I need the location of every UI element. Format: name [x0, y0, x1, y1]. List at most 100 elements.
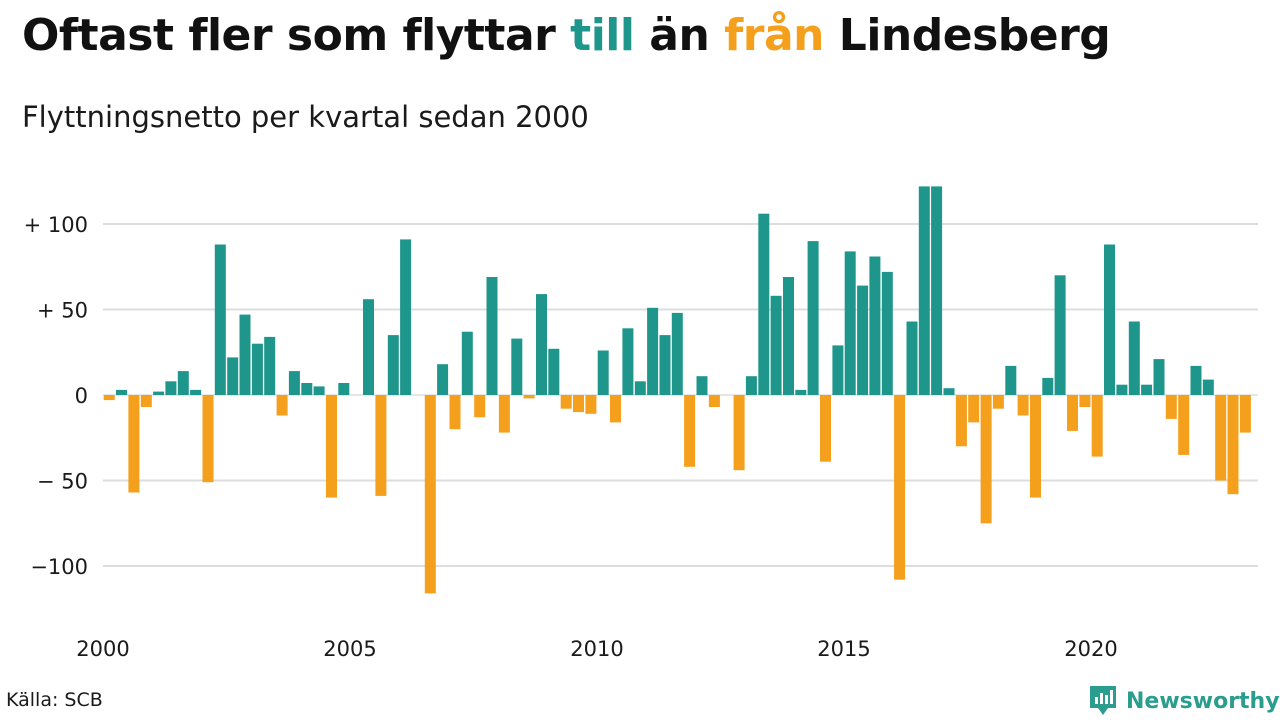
bar — [894, 395, 906, 580]
title-highlight-fran: från — [724, 10, 824, 61]
bar — [498, 395, 510, 433]
bar — [1178, 395, 1190, 455]
bar — [1215, 395, 1227, 481]
bar — [684, 395, 696, 467]
bar — [955, 395, 967, 447]
title-highlight-till: till — [570, 10, 635, 61]
bar — [227, 357, 239, 395]
bar — [1030, 395, 1041, 498]
bar — [696, 376, 708, 395]
bar — [585, 395, 597, 414]
bar — [165, 381, 177, 395]
brand-name: Newsworthy — [1126, 688, 1280, 714]
y-tick-label: 0 — [75, 384, 88, 408]
bar — [573, 395, 584, 413]
bar — [140, 395, 152, 407]
bar — [1141, 384, 1153, 395]
bar — [1091, 395, 1103, 457]
bar — [128, 395, 140, 493]
chart-title: Oftast fler som flyttar till än från Lin… — [22, 10, 1111, 61]
bar — [832, 345, 844, 395]
bar — [671, 312, 683, 395]
bar — [1202, 379, 1214, 395]
bar — [931, 186, 943, 395]
bar — [1116, 384, 1128, 395]
bar — [190, 389, 202, 395]
source-label: Källa: SCB — [6, 689, 103, 711]
bar — [1239, 395, 1251, 433]
bar — [424, 395, 436, 594]
bar — [610, 395, 621, 423]
bar — [1017, 395, 1029, 416]
bar — [980, 395, 992, 524]
title-part-2: än — [634, 10, 725, 61]
bar — [857, 285, 869, 395]
bar — [363, 299, 374, 395]
bar — [103, 395, 115, 401]
bar — [1005, 365, 1017, 395]
bar — [116, 389, 127, 395]
bar — [437, 364, 449, 395]
chart-subtitle: Flyttningsnetto per kvartal sedan 2000 — [22, 100, 589, 134]
bar — [560, 395, 572, 409]
bar — [992, 395, 1004, 409]
bar — [1128, 321, 1140, 395]
bar — [597, 350, 609, 395]
bar — [745, 376, 757, 395]
bar — [251, 343, 263, 395]
bar — [387, 335, 399, 395]
bar — [1067, 395, 1078, 431]
bar — [338, 383, 350, 395]
bar — [770, 295, 782, 395]
bar — [264, 336, 276, 395]
bar — [1165, 395, 1177, 419]
bar — [634, 381, 646, 395]
bar — [659, 335, 671, 395]
bar — [1104, 244, 1115, 395]
title-part-1: Oftast fler som flyttar — [22, 10, 571, 61]
bar — [548, 348, 560, 395]
bar — [301, 383, 313, 395]
bar — [239, 314, 251, 395]
bar — [511, 338, 523, 395]
bar — [474, 395, 486, 418]
title-part-3: Lindesberg — [823, 10, 1111, 61]
bar — [523, 395, 535, 399]
bar — [1190, 365, 1202, 395]
bar — [1227, 395, 1239, 495]
bar — [968, 395, 980, 423]
bar — [153, 391, 165, 395]
bar — [202, 395, 214, 483]
x-tick-label: 2000 — [76, 637, 129, 661]
bar — [820, 395, 831, 462]
bar — [375, 395, 387, 496]
bar — [1079, 395, 1091, 407]
bar — [708, 395, 720, 407]
y-tick-label: − 50 — [37, 470, 88, 494]
y-tick-label: −100 — [30, 555, 88, 579]
bar — [486, 277, 498, 395]
bar — [758, 213, 770, 395]
bar — [733, 395, 745, 471]
x-tick-label: 2005 — [323, 637, 376, 661]
bar — [461, 331, 473, 395]
bar — [647, 307, 659, 395]
bar — [1153, 359, 1165, 395]
x-tick-label: 2020 — [1064, 637, 1117, 661]
bar — [869, 256, 881, 395]
bar — [276, 395, 288, 416]
bar — [449, 395, 461, 430]
bar — [1054, 275, 1066, 395]
bar-chart-icon — [1090, 686, 1116, 715]
bar — [326, 395, 337, 498]
bar — [400, 239, 412, 395]
bar — [536, 294, 547, 395]
y-tick-label: + 50 — [37, 299, 88, 323]
bar — [214, 244, 226, 395]
bar — [288, 371, 300, 395]
bar — [844, 251, 856, 395]
bar — [177, 371, 189, 395]
bar — [943, 388, 955, 395]
bar — [1042, 377, 1054, 395]
